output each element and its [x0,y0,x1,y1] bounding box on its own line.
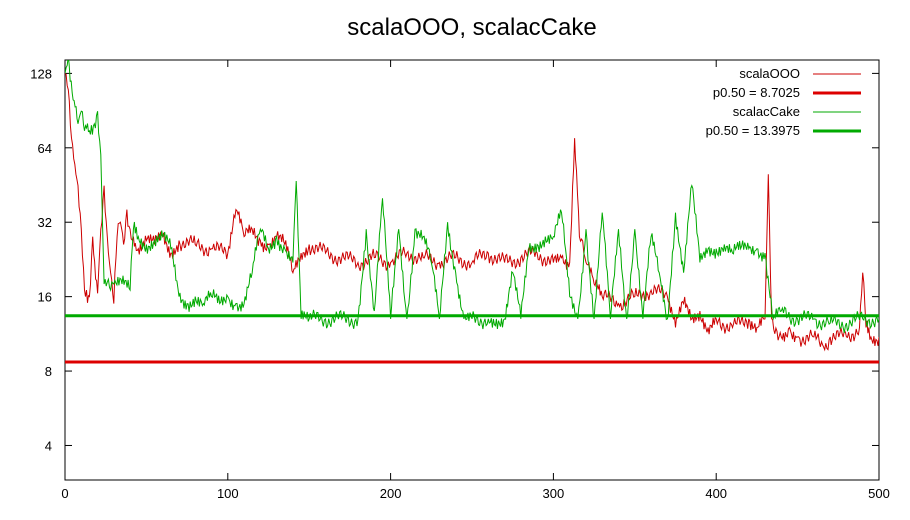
y-tick-label: 16 [38,290,52,305]
series-line-scalaooo [65,73,879,352]
x-tick-label: 0 [61,486,68,501]
y-tick-label: 128 [30,66,52,81]
series-lines [65,60,879,352]
x-tick-label: 300 [543,486,565,501]
axis-ticks: 0 100 200 300 400 500 4 8 16 32 64 128 [30,60,890,501]
plot-frame [64,59,880,481]
legend-label-2: p0.50 = 8.7025 [713,85,800,100]
x-tick-label: 100 [217,486,239,501]
plot-border [64,59,880,481]
legend-label-3: scalacCake [733,104,800,119]
legend-label-1: scalaOOO [739,66,800,81]
chart-title: scalaOOO, scalacCake [347,14,596,41]
y-tick-label: 64 [38,141,52,156]
series-line-scalaccake [65,60,879,334]
legend-label-4: p0.50 = 13.3975 [706,123,800,138]
y-tick-label: 4 [45,438,52,453]
x-tick-label: 400 [705,486,727,501]
x-tick-label: 500 [868,486,890,501]
legend: scalaOOO p0.50 = 8.7025 scalacCake p0.50 = … [706,66,861,138]
y-tick-label: 32 [38,215,52,230]
median-lines [65,314,879,364]
y-tick-label: 8 [45,364,52,379]
x-tick-label: 200 [380,486,402,501]
